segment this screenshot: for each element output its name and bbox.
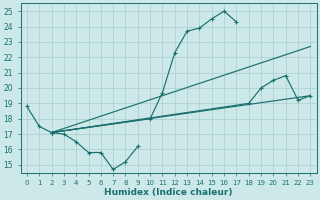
X-axis label: Humidex (Indice chaleur): Humidex (Indice chaleur) [104, 188, 233, 197]
